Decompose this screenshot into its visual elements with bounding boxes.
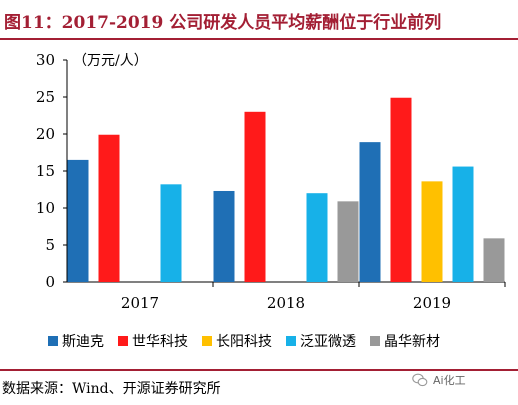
y-tick-label: 20	[36, 125, 55, 143]
legend-label: 长阳科技	[216, 334, 272, 350]
bar	[337, 201, 359, 282]
legend-label: 晶华新材	[384, 334, 440, 350]
y-tick-label: 15	[36, 162, 55, 180]
legend-item: 世华科技	[118, 331, 188, 351]
y-tick-label: 25	[36, 88, 55, 106]
legend-item: 斯迪克	[48, 331, 104, 351]
chart-legend: 斯迪克 世华科技 长阳科技 泛亚微透 晶华新材	[48, 330, 518, 352]
legend-label: 斯迪克	[62, 334, 104, 350]
source-note: 数据来源：Wind、开源证券研究所	[2, 381, 221, 397]
legend-swatch	[286, 336, 296, 346]
legend-swatch	[202, 336, 212, 346]
legend-swatch	[118, 336, 128, 346]
bar	[213, 190, 235, 282]
y-tick-label: 5	[45, 236, 55, 254]
legend-item: 晶华新材	[370, 331, 440, 351]
unit-label: （万元/人）	[73, 53, 148, 69]
bar	[421, 181, 443, 282]
wechat-icon	[412, 373, 428, 387]
legend-item: 泛亚微透	[286, 331, 356, 351]
bar-chart: 0 5 10 15 20 25 30 （万元/人） 2017 2018 2019	[36, 51, 506, 312]
bar	[98, 134, 120, 282]
y-tick-label: 30	[36, 51, 55, 69]
legend-item: 长阳科技	[202, 331, 272, 351]
figure-title: 图11：2017-2019 公司研发人员平均薪酬位于行业前列	[4, 13, 442, 33]
watermark-label: Ai化工	[433, 374, 466, 387]
legend-label: 泛亚微透	[300, 334, 356, 350]
bar	[67, 159, 89, 282]
y-tick-label: 0	[45, 273, 55, 291]
footer-divider	[0, 369, 518, 371]
bar	[359, 142, 381, 282]
bar	[483, 238, 505, 282]
bar	[390, 97, 412, 282]
legend-swatch	[370, 336, 380, 346]
bar	[244, 111, 266, 282]
bar	[306, 193, 328, 282]
x-tick-label: 2018	[267, 294, 305, 312]
y-tick-label: 10	[36, 199, 55, 217]
legend-swatch	[48, 336, 58, 346]
bar	[160, 184, 182, 282]
watermark: Ai化工	[412, 372, 466, 388]
bar	[452, 166, 474, 282]
legend-label: 世华科技	[132, 334, 188, 350]
x-tick-label: 2017	[121, 294, 159, 312]
title-bar: 图11：2017-2019 公司研发人员平均薪酬位于行业前列	[0, 0, 518, 40]
x-tick-label: 2019	[413, 294, 451, 312]
